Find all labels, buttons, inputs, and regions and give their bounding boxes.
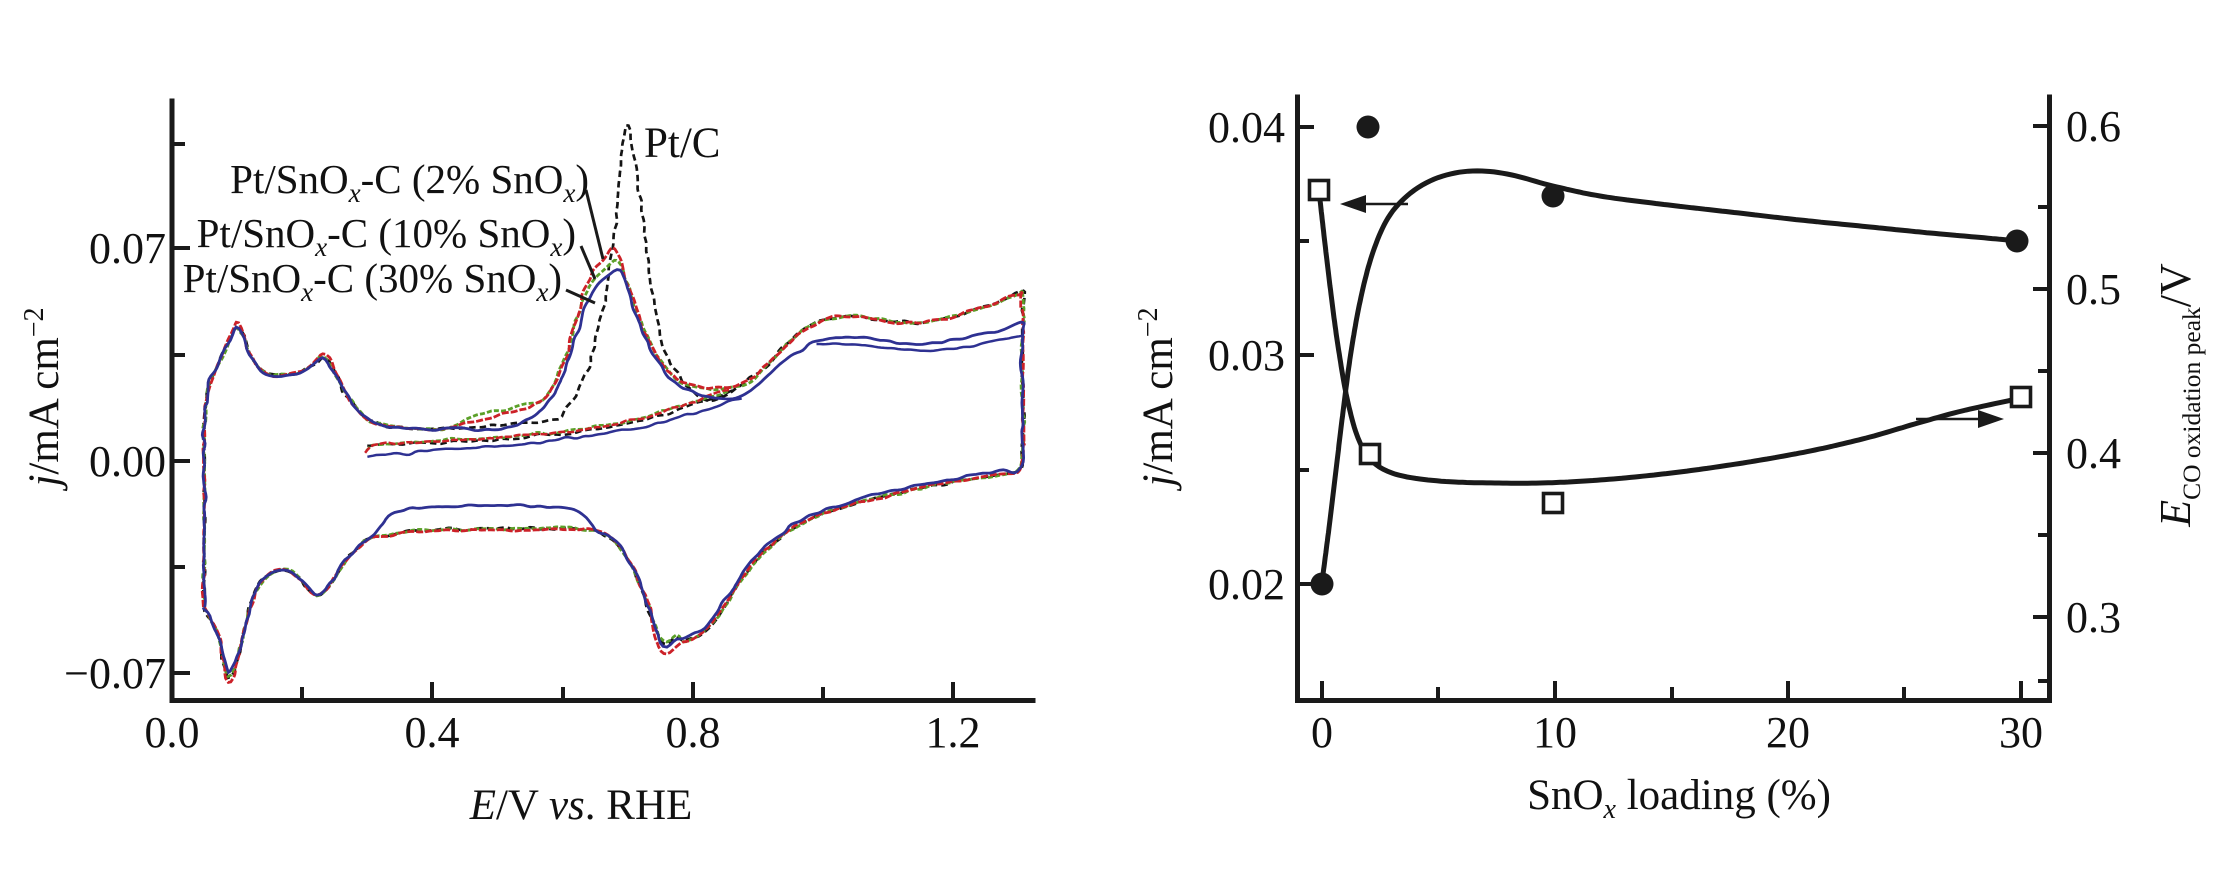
svg-text:0.00: 0.00: [89, 437, 166, 486]
svg-text:10: 10: [1533, 708, 1577, 757]
svg-text:0.3: 0.3: [2066, 593, 2121, 642]
svg-text:30: 30: [1999, 708, 2043, 757]
svg-text:0.4: 0.4: [405, 708, 460, 757]
svg-text:Pt/SnOx-C (30% SnOx): Pt/SnOx-C (30% SnOx): [183, 255, 562, 307]
svg-text:1.2: 1.2: [926, 708, 981, 757]
svg-text:0.6: 0.6: [2066, 102, 2121, 151]
svg-text:SnOx loading (%): SnOx loading (%): [1527, 772, 1831, 825]
svg-text:20: 20: [1766, 708, 1810, 757]
svg-text:−0.07: −0.07: [64, 649, 166, 698]
svg-text:0.0: 0.0: [145, 708, 200, 757]
svg-text:j/mA cm−2: j/mA cm−2: [1133, 307, 1182, 491]
svg-text:E/V vs. RHE: E/V vs. RHE: [469, 782, 693, 829]
svg-text:Pt/SnOx-C (10% SnOx): Pt/SnOx-C (10% SnOx): [197, 210, 576, 262]
svg-text:Pt/SnOx-C (2% SnOx): Pt/SnOx-C (2% SnOx): [230, 156, 589, 208]
svg-text:0.4: 0.4: [2066, 429, 2121, 478]
svg-text:0.07: 0.07: [89, 224, 166, 273]
svg-text:0.5: 0.5: [2066, 265, 2121, 314]
svg-text:Pt/C: Pt/C: [644, 120, 721, 167]
svg-text:0.8: 0.8: [666, 708, 721, 757]
svg-text:0.02: 0.02: [1208, 560, 1285, 609]
svg-text:0: 0: [1311, 708, 1333, 757]
svg-text:0.03: 0.03: [1208, 331, 1285, 380]
svg-text:ECO oxidation peak/V: ECO oxidation peak/V: [2151, 263, 2206, 528]
svg-text:j/mA cm−2: j/mA cm−2: [19, 307, 68, 491]
svg-text:0.04: 0.04: [1208, 103, 1285, 152]
